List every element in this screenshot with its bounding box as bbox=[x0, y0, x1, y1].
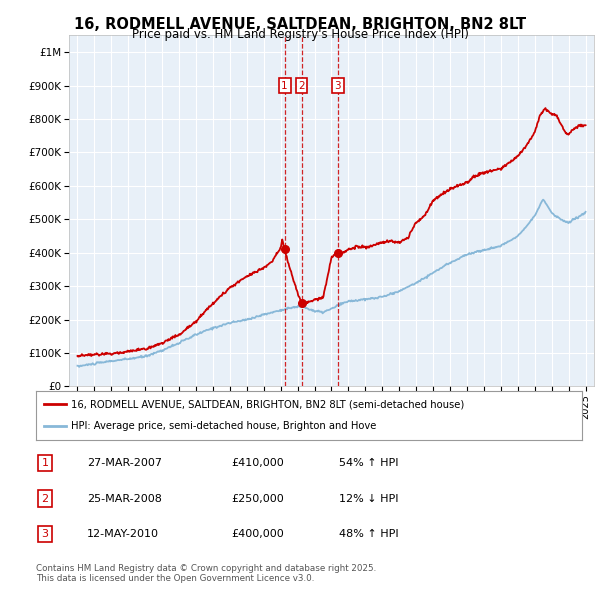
Text: 3: 3 bbox=[334, 81, 341, 90]
Text: 16, RODMELL AVENUE, SALTDEAN, BRIGHTON, BN2 8LT (semi-detached house): 16, RODMELL AVENUE, SALTDEAN, BRIGHTON, … bbox=[71, 399, 465, 409]
Text: £250,000: £250,000 bbox=[231, 494, 284, 503]
Text: Contains HM Land Registry data © Crown copyright and database right 2025.
This d: Contains HM Land Registry data © Crown c… bbox=[36, 563, 376, 583]
Text: £400,000: £400,000 bbox=[231, 529, 284, 539]
Text: Price paid vs. HM Land Registry's House Price Index (HPI): Price paid vs. HM Land Registry's House … bbox=[131, 28, 469, 41]
Text: 1: 1 bbox=[281, 81, 288, 90]
Text: £410,000: £410,000 bbox=[231, 458, 284, 468]
Text: 54% ↑ HPI: 54% ↑ HPI bbox=[339, 458, 398, 468]
Text: 48% ↑ HPI: 48% ↑ HPI bbox=[339, 529, 398, 539]
Text: 27-MAR-2007: 27-MAR-2007 bbox=[87, 458, 162, 468]
Text: 2: 2 bbox=[41, 494, 49, 503]
Text: 25-MAR-2008: 25-MAR-2008 bbox=[87, 494, 162, 503]
Text: 1: 1 bbox=[41, 458, 49, 468]
Text: 16, RODMELL AVENUE, SALTDEAN, BRIGHTON, BN2 8LT: 16, RODMELL AVENUE, SALTDEAN, BRIGHTON, … bbox=[74, 17, 526, 31]
Text: 12% ↓ HPI: 12% ↓ HPI bbox=[339, 494, 398, 503]
Text: 3: 3 bbox=[41, 529, 49, 539]
Text: 12-MAY-2010: 12-MAY-2010 bbox=[87, 529, 159, 539]
Text: HPI: Average price, semi-detached house, Brighton and Hove: HPI: Average price, semi-detached house,… bbox=[71, 421, 377, 431]
Text: 2: 2 bbox=[298, 81, 305, 90]
